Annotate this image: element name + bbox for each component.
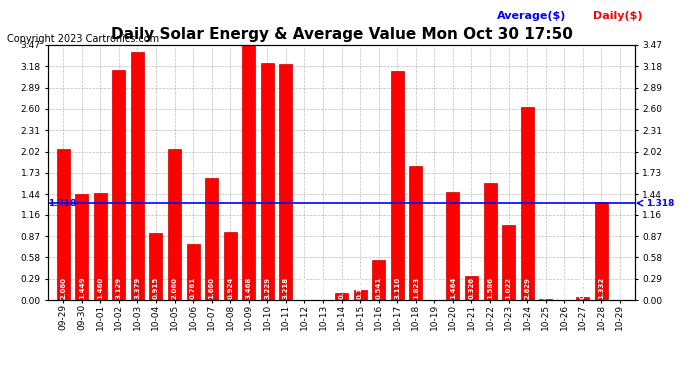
Bar	[57, 148, 70, 300]
Text: 1.586: 1.586	[487, 277, 493, 299]
Text: 0.009: 0.009	[543, 277, 549, 299]
Text: 3.468: 3.468	[246, 277, 252, 299]
Text: 0.000: 0.000	[561, 277, 567, 299]
Text: 1.318: 1.318	[48, 199, 77, 208]
Text: 1.823: 1.823	[413, 277, 419, 299]
Text: Daily($): Daily($)	[593, 11, 643, 21]
Bar	[391, 72, 404, 300]
Bar	[279, 63, 293, 300]
Text: 1.449: 1.449	[79, 277, 85, 299]
Bar	[150, 233, 162, 300]
Bar	[521, 107, 533, 300]
Text: 1.318: 1.318	[647, 199, 675, 208]
Bar	[502, 225, 515, 300]
Text: 1.332: 1.332	[598, 277, 604, 299]
Bar	[205, 178, 218, 300]
Text: 0.924: 0.924	[227, 277, 233, 299]
Text: 2.060: 2.060	[60, 277, 66, 299]
Text: 0.138: 0.138	[357, 277, 363, 299]
Bar	[112, 70, 126, 300]
Bar	[576, 297, 589, 300]
Bar	[168, 148, 181, 300]
Text: 3.218: 3.218	[283, 277, 289, 299]
Text: 0.043: 0.043	[580, 277, 586, 299]
Bar	[94, 193, 107, 300]
Text: 0.000: 0.000	[431, 277, 437, 299]
Text: 2.060: 2.060	[172, 277, 177, 299]
Bar	[465, 276, 478, 300]
Text: Copyright 2023 Cartronics.com: Copyright 2023 Cartronics.com	[7, 34, 159, 44]
Title: Daily Solar Energy & Average Value Mon Oct 30 17:50: Daily Solar Energy & Average Value Mon O…	[110, 27, 573, 42]
Bar	[242, 45, 255, 300]
Bar	[372, 260, 385, 300]
Text: 0.326: 0.326	[469, 277, 475, 299]
Bar	[131, 52, 144, 300]
Bar	[595, 202, 608, 300]
Text: 0.092: 0.092	[339, 277, 344, 299]
Text: 0.000: 0.000	[320, 277, 326, 299]
Bar	[261, 63, 274, 300]
Text: 1.660: 1.660	[208, 277, 215, 299]
Bar	[353, 290, 366, 300]
Text: 0.541: 0.541	[375, 277, 382, 299]
Text: 1.460: 1.460	[97, 277, 104, 299]
Text: 3.229: 3.229	[264, 277, 270, 299]
Bar	[335, 293, 348, 300]
Bar	[186, 244, 199, 300]
Bar	[539, 299, 552, 300]
Text: 1.464: 1.464	[450, 277, 456, 299]
Bar	[409, 166, 422, 300]
Bar	[446, 192, 460, 300]
Text: 3.379: 3.379	[135, 277, 140, 299]
Bar	[75, 194, 88, 300]
Text: 0.000: 0.000	[302, 277, 308, 299]
Bar	[484, 183, 497, 300]
Text: 3.129: 3.129	[116, 277, 122, 299]
Text: 2.629: 2.629	[524, 278, 530, 299]
Text: 1.022: 1.022	[506, 277, 511, 299]
Text: 0.761: 0.761	[190, 277, 196, 299]
Bar	[224, 232, 237, 300]
Text: 0.915: 0.915	[153, 277, 159, 299]
Text: 3.110: 3.110	[394, 277, 400, 299]
Text: Average($): Average($)	[497, 11, 566, 21]
Text: 0.002: 0.002	[617, 277, 623, 299]
